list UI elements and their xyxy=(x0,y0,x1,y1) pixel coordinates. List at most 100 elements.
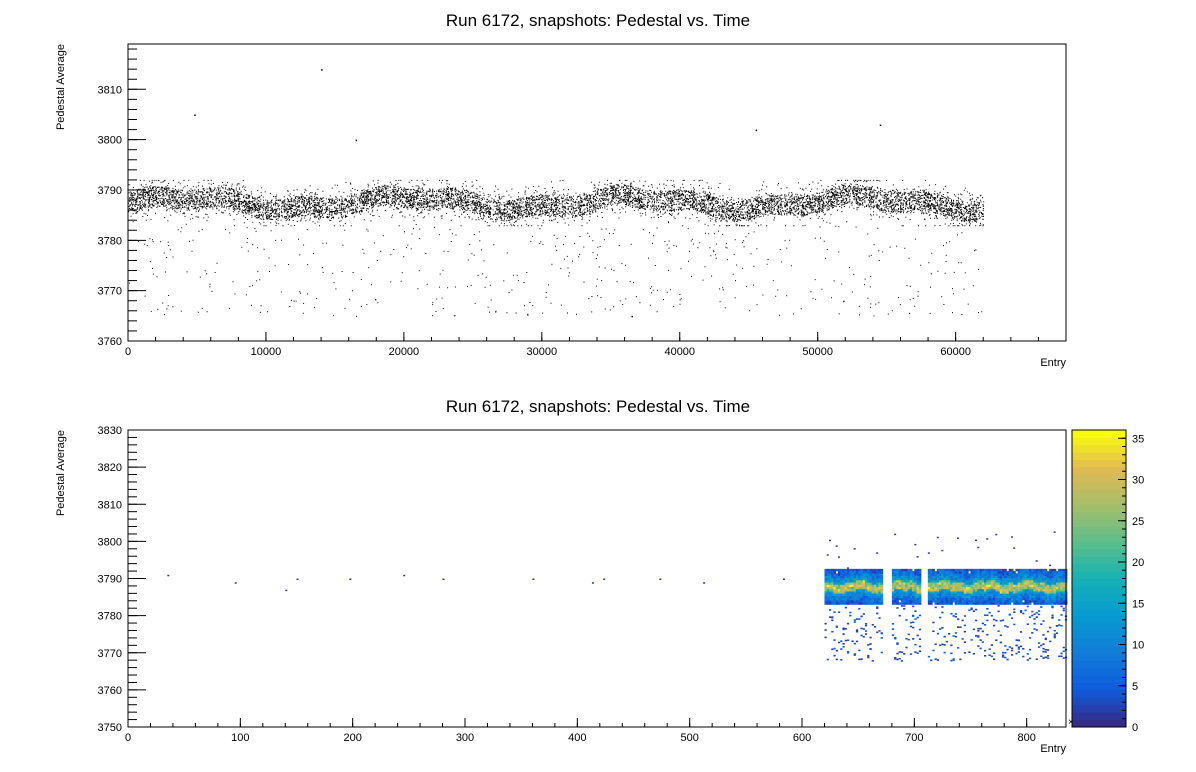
heatmap-cell xyxy=(828,571,832,574)
heatmap-cell xyxy=(873,626,877,628)
heatmap-cell xyxy=(1058,584,1061,587)
heatmap-cell xyxy=(1046,597,1050,601)
heatmap-cell xyxy=(1033,568,1036,572)
heatmap-cell xyxy=(972,584,976,587)
heatmap-cell xyxy=(914,584,917,587)
heatmap-cell xyxy=(930,602,933,605)
heatmap-cell xyxy=(983,624,987,626)
heatmap-cell xyxy=(918,591,922,594)
heatmap-cell xyxy=(837,577,841,581)
heatmap-cell xyxy=(907,568,911,572)
heatmap-cell xyxy=(844,639,847,642)
heatmap-cell xyxy=(999,634,1002,637)
heatmap-cell xyxy=(1022,593,1025,596)
heatmap-cell xyxy=(867,591,870,594)
heatmap-cell xyxy=(1053,633,1056,636)
heatmap-cell xyxy=(1049,579,1052,583)
heatmap-cell xyxy=(864,630,868,632)
heatmap-cell xyxy=(1008,571,1012,574)
heatmap-cell xyxy=(990,568,994,572)
heatmap-cell xyxy=(903,584,906,587)
heatmap-cell xyxy=(957,579,960,583)
heatmap-cell xyxy=(977,577,980,581)
heatmap-cell xyxy=(898,575,902,579)
heatmap-cell xyxy=(945,579,949,583)
x-tick-label: 30000 xyxy=(527,346,558,358)
heatmap-cell xyxy=(1031,568,1034,572)
heatmap-cell xyxy=(1046,657,1050,659)
heatmap-cell xyxy=(979,597,983,601)
heatmap-cell xyxy=(1022,597,1025,601)
heatmap-cell xyxy=(1031,632,1034,634)
heatmap-cell xyxy=(903,653,906,655)
heatmap-cell xyxy=(957,537,960,539)
heatmap-cell xyxy=(1049,586,1052,590)
heatmap-cell xyxy=(853,586,857,590)
heatmap-cell xyxy=(867,575,870,579)
heatmap-cell xyxy=(954,588,958,592)
heatmap-cell xyxy=(1055,593,1059,596)
colorbar-step xyxy=(1072,660,1126,669)
heatmap-cell xyxy=(869,568,872,572)
heatmap-cell xyxy=(977,571,980,574)
heatmap-cell xyxy=(849,611,852,614)
heatmap-cell xyxy=(1046,586,1050,590)
heatmap-cell xyxy=(873,573,877,576)
heatmap-cell xyxy=(878,568,881,572)
heatmap-cell xyxy=(898,602,902,605)
heatmap-cell xyxy=(828,595,832,599)
heatmap-cell xyxy=(532,578,535,580)
heatmap-cell xyxy=(1037,610,1041,612)
heatmap-cell xyxy=(898,586,902,590)
heatmap-cell xyxy=(909,582,913,585)
heatmap-cell xyxy=(1010,575,1014,579)
heatmap-cell xyxy=(979,573,983,576)
heatmap-cell xyxy=(941,586,944,590)
heatmap-cell xyxy=(934,606,937,609)
heatmap-cell xyxy=(939,602,942,605)
heatmap-cell xyxy=(846,584,850,587)
heatmap-cell xyxy=(995,533,998,536)
heatmap-cell xyxy=(988,600,992,603)
heatmap-cell xyxy=(972,597,976,601)
heatmap-cell xyxy=(981,641,984,643)
heatmap-cell xyxy=(972,568,976,572)
heatmap-cell xyxy=(835,600,839,603)
heatmap-cell xyxy=(824,582,828,585)
heatmap-cell xyxy=(1042,643,1045,645)
heatmap-cell xyxy=(1010,571,1014,574)
heatmap-cell xyxy=(948,602,951,605)
heatmap-cell xyxy=(995,568,998,572)
heatmap-cell xyxy=(867,600,870,603)
heatmap-cell xyxy=(1017,584,1021,587)
heatmap-cell xyxy=(1001,582,1005,585)
heatmap-cell xyxy=(975,575,978,579)
heatmap-cell xyxy=(1042,600,1045,603)
heatmap-cell xyxy=(957,573,960,576)
heatmap-cell xyxy=(927,591,931,594)
heatmap-cell xyxy=(891,568,895,572)
heatmap-cell xyxy=(1031,573,1034,576)
heatmap-cell xyxy=(869,584,872,587)
heatmap-cell xyxy=(869,648,872,650)
heatmap-cell xyxy=(1024,568,1027,572)
heatmap-cell xyxy=(952,591,956,594)
heatmap-cell xyxy=(855,584,859,587)
heatmap-cell xyxy=(1031,610,1034,613)
heatmap-cell xyxy=(860,595,863,599)
heatmap-cell xyxy=(1015,573,1018,576)
heatmap-cell xyxy=(1013,597,1016,601)
heatmap-cell xyxy=(898,573,902,576)
heatmap-cell xyxy=(1055,597,1059,601)
heatmap-cell xyxy=(992,593,996,596)
heatmap-cell xyxy=(862,613,865,615)
heatmap-cell xyxy=(1008,582,1012,585)
heatmap-cell xyxy=(997,591,1001,594)
heatmap-cell xyxy=(826,568,830,572)
heatmap-cell xyxy=(828,593,832,596)
heatmap-cell xyxy=(1015,582,1018,585)
heatmap-cell xyxy=(914,610,917,612)
heatmap-cell xyxy=(957,595,960,599)
heatmap-cell xyxy=(1001,579,1005,583)
heatmap-cell xyxy=(1046,575,1050,579)
